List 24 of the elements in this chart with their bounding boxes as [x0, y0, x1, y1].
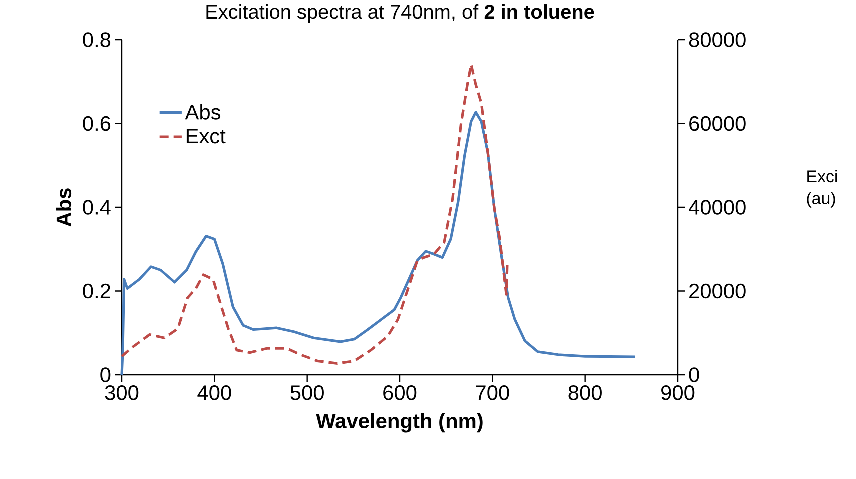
y2-tick-label: 40000 [689, 200, 746, 215]
x-tick-label: 400 [198, 386, 232, 400]
y-tick-label: 0.6 [83, 116, 111, 132]
line-series [120, 63, 509, 365]
chart-title: Excitation spectra at 740nm, of 2 in toluene [206, 4, 594, 24]
y-axis-title: Abs [56, 188, 72, 227]
legend-label: Exct [186, 129, 226, 144]
y2-tick-label: 0 [689, 368, 700, 382]
y-tick-label: 0.8 [83, 32, 111, 48]
y-tick-label: 0.2 [83, 284, 110, 299]
x-axis-title: Wavelength (nm) [316, 413, 483, 433]
legend-label: Abs [185, 104, 221, 120]
y2-tick-label: 60000 [690, 116, 746, 132]
x-tick-label: 900 [662, 386, 695, 400]
x-tick-label: 600 [384, 386, 417, 400]
y2-tick-label: 20000 [690, 284, 746, 299]
y2-tick-label: 80000 [689, 32, 746, 48]
x-tick-label: 800 [568, 386, 602, 400]
x-tick-label: 700 [476, 386, 510, 400]
x-tick-label: 300 [105, 386, 139, 400]
y-tick-label: 0 [100, 368, 111, 382]
y2-axis-title: Exci (au) [807, 170, 838, 208]
y-tick-label: 0.4 [83, 200, 111, 215]
x-tick-label: 500 [290, 386, 324, 400]
